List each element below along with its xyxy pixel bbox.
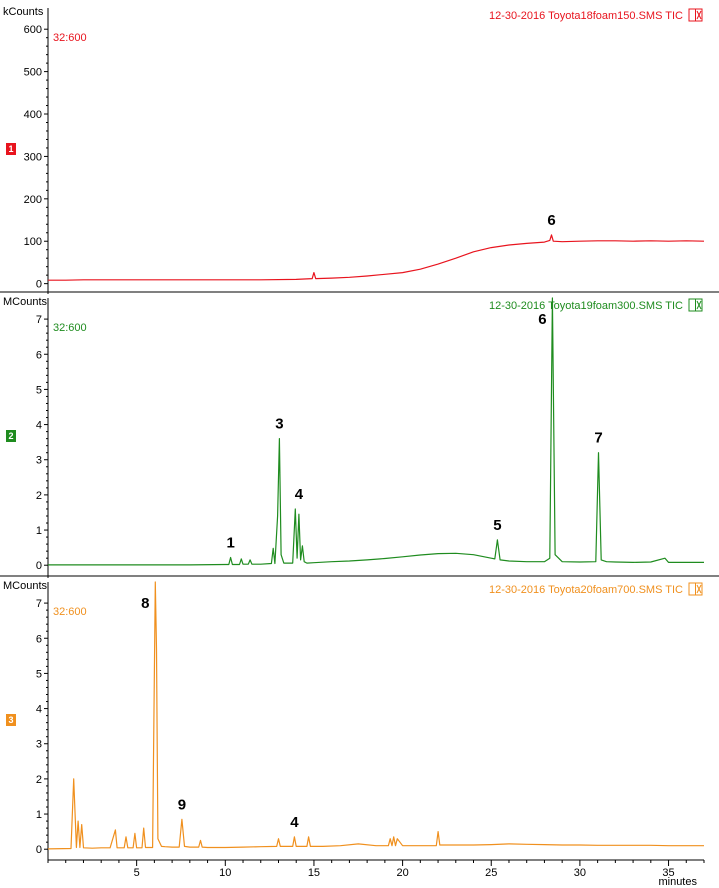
y-tick-label: 100 [24, 236, 42, 248]
y-tick-label: 0 [36, 279, 42, 291]
y-tick-label: 7 [36, 314, 42, 326]
chromatogram-panel-3: 0 1 2 3 4 5 6 7 MCounts 32:600 12-30-2016 Toyota20… [3, 580, 704, 862]
panel-number-label: 2 [8, 431, 13, 441]
x-tick-label: 5 [134, 867, 140, 879]
y-tick-label: 4 [36, 704, 42, 716]
peak-label: 9 [178, 796, 186, 813]
run-label: 12-30-2016 Toyota18foam150.SMS TIC [489, 10, 683, 22]
y-tick-label: 3 [36, 739, 42, 751]
panel-number-label: 3 [8, 715, 13, 725]
y-axis-unit-label: MCounts [3, 296, 48, 308]
y-tick-label: 400 [24, 109, 42, 121]
y-tick-label: 600 [24, 24, 42, 36]
scan-range-label: 32:600 [53, 606, 87, 618]
y-axis-unit-label: kCounts [3, 6, 44, 18]
chromatogram-panel-2: 0 1 2 3 4 5 6 7 MCounts 32:600 12-30-2016 Toyota19… [0, 296, 719, 578]
close-icon [696, 584, 702, 594]
y-axis-unit-label: MCounts [3, 580, 48, 592]
run-label: 12-30-2016 Toyota19foam300.SMS TIC [489, 300, 683, 312]
y-tick-label: 6 [36, 633, 42, 645]
panel-number-badge [6, 430, 16, 442]
peak-label: 4 [290, 814, 299, 831]
peak-label: 6 [547, 212, 555, 229]
x-axis: 5 10 15 20 25 30 35 [47, 859, 705, 879]
peak-label: 4 [295, 486, 304, 503]
tic-trace [48, 234, 705, 281]
peak-label: 3 [275, 416, 283, 433]
panel-number-label: 1 [8, 144, 13, 154]
y-tick-label: 500 [24, 67, 42, 79]
scan-range-label: 32:600 [53, 322, 87, 334]
x-tick-label: 15 [308, 867, 320, 879]
panel-number-badge [6, 714, 16, 726]
peak-label: 7 [594, 430, 602, 447]
y-tick-label: 200 [24, 194, 42, 206]
tic-trace [47, 581, 704, 850]
y-tick-label: 2 [36, 774, 42, 786]
x-tick-label: 25 [485, 867, 497, 879]
close-icon [696, 300, 702, 310]
close-icon [696, 10, 702, 20]
x-tick-label: 10 [219, 867, 231, 879]
y-tick-label: 5 [36, 668, 42, 680]
y-tick-label: 4 [36, 420, 42, 432]
panel-number-badge [6, 143, 16, 155]
y-tick-label: 6 [36, 349, 42, 361]
peak-label: 8 [141, 595, 149, 612]
peak-label: 1 [226, 534, 234, 551]
y-tick-label: 0 [36, 844, 42, 856]
peak-label: 6 [538, 311, 546, 328]
run-label: 12-30-2016 Toyota20foam700.SMS TIC [489, 584, 683, 596]
y-tick-label: 2 [36, 490, 42, 502]
x-axis-unit-label: minutes [658, 876, 697, 888]
y-tick-label: 0 [36, 560, 42, 572]
chromatogram-panel-1: 0 100 200 300 400 500 600 kCounts 32:600 12-30-20… [0, 6, 719, 294]
y-tick-label: 300 [24, 151, 42, 163]
y-tick-label: 5 [36, 384, 42, 396]
x-tick-label: 35 [662, 867, 674, 879]
peak-label: 5 [493, 517, 501, 534]
tic-trace [48, 297, 704, 566]
y-tick-label: 1 [36, 809, 42, 821]
x-tick-label: 20 [396, 867, 408, 879]
y-tick-label: 1 [36, 525, 42, 537]
y-tick-label: 3 [36, 455, 42, 467]
x-tick-label: 30 [574, 867, 586, 879]
scan-range-label: 32:600 [53, 32, 87, 44]
y-tick-label: 7 [36, 598, 42, 610]
